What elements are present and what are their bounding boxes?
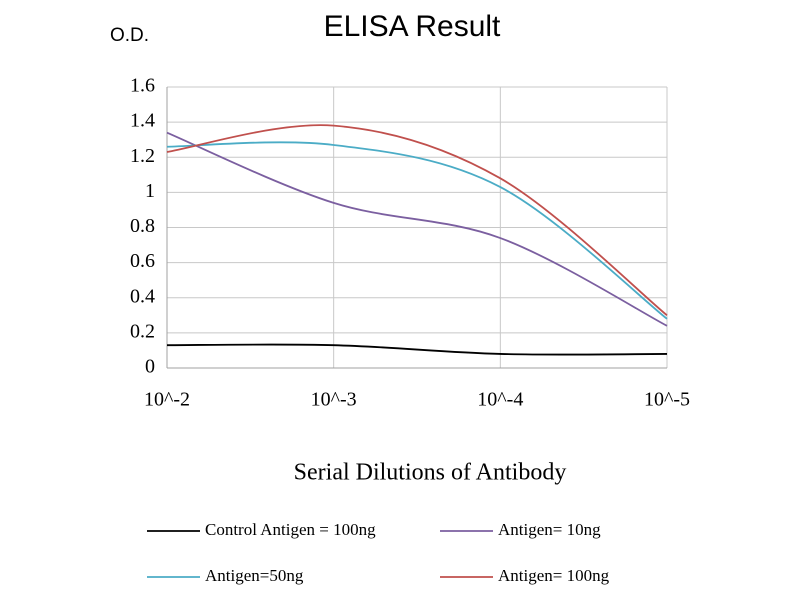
series-line (166, 131, 668, 327)
legend-label: Control Antigen = 100ng (205, 520, 376, 539)
chart-title: ELISA Result (324, 10, 501, 43)
y-tick-label: 1 (145, 180, 155, 202)
x-tick-label: 10^-2 (144, 389, 190, 411)
y-tick-label: 0 (145, 356, 155, 378)
series-line (166, 141, 668, 320)
legend-label: Antigen= 100ng (498, 566, 610, 585)
y-tick-label: 1.4 (130, 110, 155, 132)
y-tick-label: 1.6 (130, 75, 155, 97)
y-tick-label: 0.6 (130, 250, 155, 272)
legend-label: Antigen= 10ng (498, 520, 601, 539)
series-line (166, 124, 668, 317)
x-tick-label: 10^-5 (644, 389, 690, 411)
x-tick-label: 10^-3 (311, 389, 357, 411)
x-axis-label: Serial Dilutions of Antibody (294, 460, 567, 486)
y-tick-label: 0.4 (130, 285, 155, 307)
legend-label: Antigen=50ng (205, 566, 304, 585)
y-tick-label: 0.2 (130, 320, 155, 342)
x-tick-label: 10^-4 (477, 389, 523, 411)
y-axis-label: O.D. (110, 25, 149, 46)
y-tick-label: 1.2 (130, 145, 155, 167)
series-line (166, 343, 668, 356)
y-tick-label: 0.8 (130, 215, 155, 237)
